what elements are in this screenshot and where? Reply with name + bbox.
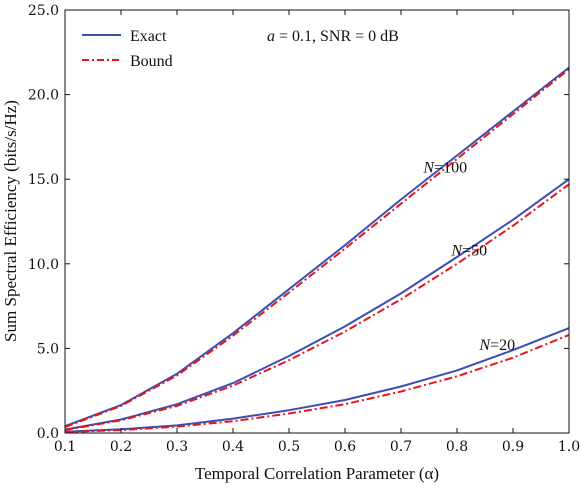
legend-exact-label: Exact (130, 28, 167, 45)
ticks-layer: 0.1 0.2 0.3 0.4 0.5 0.6 0.7 0.8 0.9 1.0 0.0 5.0 10.0… (28, 3, 580, 455)
curve-label-value-2: =20 (490, 337, 515, 354)
series-line-n20-bound (64, 333, 570, 433)
y-tick-label-1: 5.0 (37, 341, 59, 357)
y-tick-label-3: 15.0 (28, 172, 59, 188)
y-tick-label-4: 20.0 (28, 88, 59, 104)
x-tick-label-6: 0.7 (390, 439, 412, 455)
plot-frame (64, 9, 570, 434)
curve-label-var-0: N (422, 159, 435, 176)
curve-label-1: N=50 (450, 242, 487, 259)
series-line-n50-bound (64, 183, 570, 431)
annotation-rest: = 0.1, SNR = 0 dB (275, 28, 399, 45)
x-tick-label-0: 0.1 (54, 439, 76, 455)
y-tick-label-2: 10.0 (28, 257, 59, 273)
curve-label-2: N=20 (478, 337, 515, 354)
x-tick-label-4: 0.5 (278, 439, 300, 455)
x-tick-label-3: 0.4 (222, 439, 244, 455)
plot-background (65, 10, 569, 433)
legend: Exact Bound (82, 28, 173, 70)
curve-label-var-1: N (450, 242, 463, 259)
x-axis-title: Temporal Correlation Parameter (α) (195, 464, 439, 483)
curve-label-value-1: =50 (462, 242, 487, 259)
parameter-annotation: a = 0.1, SNR = 0 dB (267, 28, 399, 45)
series-line-n50-exact (64, 178, 570, 431)
x-tick-label-8: 0.9 (502, 439, 524, 455)
y-tick-label-0: 0.0 (37, 426, 59, 442)
series-line-n100-bound (64, 68, 570, 429)
y-axis-title: Sum Spectral Efficiency (bits/s/Hz) (1, 100, 20, 342)
legend-bound-label: Bound (130, 53, 173, 70)
series-layer (64, 66, 570, 433)
annotation-var: a (267, 28, 275, 45)
x-tick-label-7: 0.8 (446, 439, 468, 455)
x-tick-label-5: 0.6 (334, 439, 356, 455)
x-tick-label-1: 0.2 (110, 439, 132, 455)
x-tick-label-9: 1.0 (558, 439, 580, 455)
curve-label-var-2: N (478, 337, 491, 354)
y-tick-label-5: 25.0 (28, 3, 59, 19)
curve-label-value-0: =100 (434, 159, 467, 176)
series-line-n100-exact (64, 66, 570, 428)
x-tick-label-2: 0.3 (166, 439, 188, 455)
curve-label-0: N=100 (422, 159, 467, 176)
